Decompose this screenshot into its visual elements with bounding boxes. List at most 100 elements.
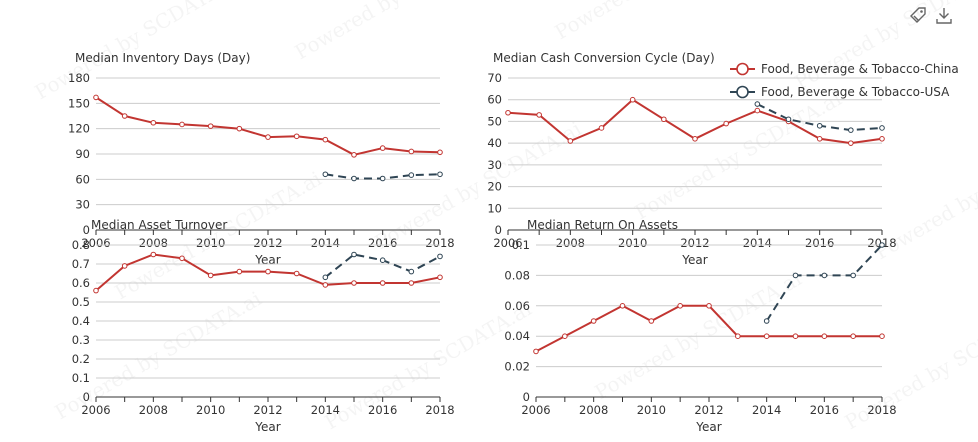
- data-point[interactable]: [179, 255, 185, 262]
- y-tick-label: 0.02: [504, 360, 530, 374]
- data-point[interactable]: [629, 96, 636, 103]
- data-point[interactable]: [816, 136, 823, 142]
- data-point[interactable]: [379, 145, 386, 151]
- data-point[interactable]: [785, 116, 792, 123]
- data-point[interactable]: [351, 152, 357, 158]
- data-point[interactable]: [536, 112, 542, 118]
- data-point[interactable]: [437, 149, 443, 156]
- watermark-text: Powered by SCDATA.ai: [841, 296, 978, 434]
- data-point[interactable]: [265, 134, 271, 140]
- panel-title: Median Cash Conversion Cycle (Day): [493, 51, 715, 65]
- download-icon[interactable]: [936, 8, 952, 24]
- data-point[interactable]: [648, 318, 655, 324]
- y-tick-label: 0.06: [504, 299, 530, 313]
- x-tick-label: 2016: [805, 236, 834, 250]
- data-point[interactable]: [754, 107, 761, 114]
- x-tick-label: 2010: [196, 403, 225, 417]
- x-axis-title: Year: [254, 253, 280, 267]
- data-point[interactable]: [735, 333, 741, 340]
- data-point[interactable]: [850, 333, 856, 340]
- data-point[interactable]: [692, 136, 698, 142]
- data-point[interactable]: [379, 175, 386, 182]
- data-point[interactable]: [763, 333, 770, 340]
- y-tick-label: 0.1: [512, 238, 530, 252]
- data-point[interactable]: [437, 171, 443, 178]
- legend-item[interactable]: Food, Beverage & Tobacco-China: [730, 62, 959, 76]
- y-tick-label: 120: [68, 122, 90, 136]
- data-point[interactable]: [677, 303, 683, 309]
- data-point[interactable]: [236, 268, 243, 275]
- data-point[interactable]: [505, 109, 511, 116]
- data-point[interactable]: [408, 268, 415, 275]
- data-point[interactable]: [322, 282, 329, 288]
- data-point[interactable]: [408, 280, 415, 286]
- data-point[interactable]: [351, 280, 357, 286]
- data-point[interactable]: [562, 333, 568, 340]
- data-point[interactable]: [879, 333, 885, 340]
- x-tick-label: 2012: [253, 236, 282, 250]
- legend-label: Food, Beverage & Tobacco-China: [761, 62, 959, 76]
- data-point[interactable]: [723, 120, 729, 127]
- y-tick-label: 30: [75, 198, 90, 212]
- legend[interactable]: Food, Beverage & Tobacco-China Food, Beve…: [730, 62, 959, 99]
- chart-panel-4: Median Return On Assets 0 0.02 0.04 0.06 0.08…: [504, 218, 896, 434]
- y-tick-label: 0.4: [72, 314, 90, 328]
- legend-item[interactable]: Food, Beverage & Tobacco-USA: [730, 85, 950, 99]
- data-point[interactable]: [379, 280, 386, 286]
- data-point[interactable]: [121, 263, 128, 269]
- data-point[interactable]: [207, 272, 214, 279]
- data-point[interactable]: [763, 318, 770, 324]
- x-tick-label: 2006: [81, 403, 110, 417]
- data-point[interactable]: [93, 94, 99, 101]
- tag-icon[interactable]: [910, 7, 926, 23]
- data-point[interactable]: [265, 268, 271, 275]
- data-point[interactable]: [754, 101, 761, 107]
- y-tick-label: 50: [487, 114, 502, 128]
- data-point[interactable]: [850, 272, 856, 279]
- data-point[interactable]: [293, 270, 300, 277]
- data-point[interactable]: [293, 133, 300, 140]
- data-point[interactable]: [322, 136, 329, 143]
- chart-panels: Median Inventory Days (Day) 0 30 60 90 120 150…: [68, 51, 897, 434]
- data-point[interactable]: [879, 125, 885, 131]
- y-tick-label: 0.6: [72, 276, 90, 290]
- data-point[interactable]: [816, 122, 823, 129]
- data-point[interactable]: [848, 127, 854, 133]
- data-point[interactable]: [821, 333, 828, 340]
- data-point[interactable]: [322, 171, 329, 178]
- data-point[interactable]: [150, 251, 157, 258]
- data-point[interactable]: [179, 121, 185, 128]
- data-point[interactable]: [619, 303, 626, 309]
- data-point[interactable]: [533, 348, 539, 355]
- data-point[interactable]: [848, 140, 854, 146]
- data-point[interactable]: [437, 274, 443, 281]
- legend-marker: [736, 62, 749, 76]
- data-point[interactable]: [207, 123, 214, 129]
- data-point[interactable]: [93, 287, 99, 294]
- y-tick-label: 0: [83, 390, 90, 404]
- data-point[interactable]: [590, 318, 597, 324]
- watermark-text: Powered by SCDATA.ai: [631, 86, 846, 224]
- data-point[interactable]: [879, 136, 885, 142]
- data-point[interactable]: [706, 303, 712, 309]
- data-point[interactable]: [879, 242, 885, 248]
- data-point[interactable]: [792, 272, 799, 279]
- y-tick-label: 0.3: [72, 333, 90, 347]
- data-point[interactable]: [598, 125, 605, 131]
- data-point[interactable]: [236, 125, 243, 132]
- data-point[interactable]: [408, 172, 415, 178]
- data-point[interactable]: [150, 119, 157, 126]
- data-point[interactable]: [821, 272, 828, 279]
- chart-panel-3: Median Asset Turnover00.10.20.30.40.50.6…: [72, 218, 455, 434]
- data-point[interactable]: [121, 113, 128, 119]
- x-axis-title: Year: [681, 253, 707, 267]
- data-point[interactable]: [661, 116, 667, 123]
- data-point[interactable]: [351, 251, 357, 258]
- data-point[interactable]: [408, 148, 415, 155]
- data-point[interactable]: [351, 175, 357, 182]
- data-point[interactable]: [322, 274, 329, 281]
- data-point[interactable]: [567, 138, 574, 144]
- data-point[interactable]: [379, 257, 386, 264]
- data-point[interactable]: [437, 253, 443, 260]
- data-point[interactable]: [792, 333, 799, 340]
